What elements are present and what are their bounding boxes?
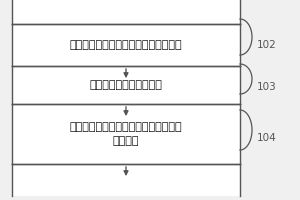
Bar bbox=[12, 104, 240, 164]
Text: 102: 102 bbox=[256, 40, 276, 50]
Bar bbox=[12, 24, 240, 66]
Bar bbox=[12, 66, 240, 104]
Text: 向放射性廢機油中加入催化劑和氧化劑: 向放射性廢機油中加入催化劑和氧化劑 bbox=[70, 40, 182, 50]
Bar bbox=[12, 0, 240, 24]
Text: 將所述放射性廢機油排入油泥沉淀槽冷
卻至室溫: 將所述放射性廢機油排入油泥沉淀槽冷 卻至室溫 bbox=[70, 122, 182, 146]
Text: 攪拌且恒溫加熱預設時間: 攪拌且恒溫加熱預設時間 bbox=[90, 80, 162, 90]
Text: 104: 104 bbox=[256, 133, 276, 143]
Bar bbox=[12, 164, 240, 196]
Text: 103: 103 bbox=[256, 82, 276, 92]
